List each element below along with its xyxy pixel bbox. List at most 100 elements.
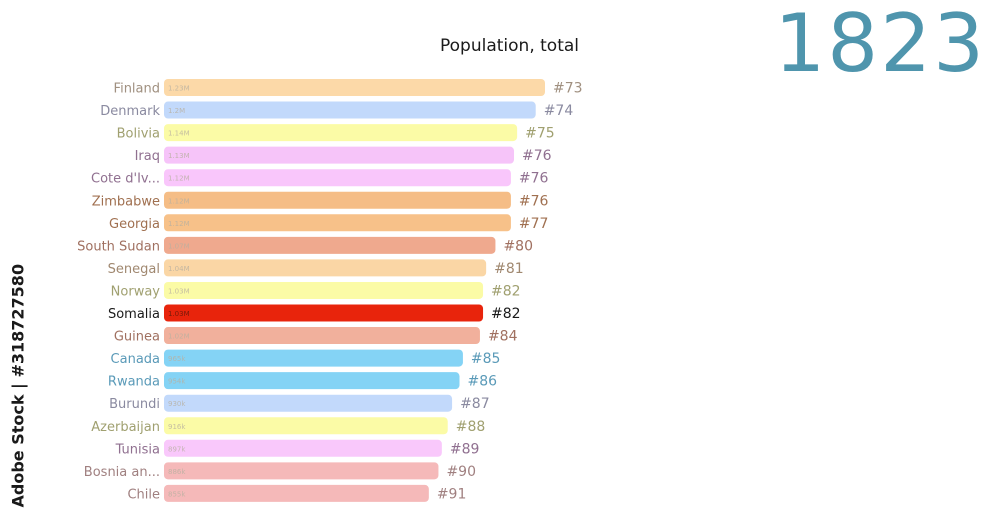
rank-label: #82	[491, 283, 521, 299]
bar	[164, 214, 511, 232]
bar-group: Norway 1.03M #82	[111, 281, 521, 299]
rank-label: #75	[525, 126, 555, 142]
value-label: 916k	[168, 423, 186, 431]
rank-label: #73	[553, 81, 583, 97]
category-label: Zimbabwe	[92, 194, 160, 209]
category-label: Burundi	[109, 397, 160, 412]
category-label: Georgia	[109, 217, 160, 232]
category-label: Cote d'Iv...	[91, 172, 160, 187]
category-label: Norway	[111, 284, 161, 299]
bar-group: Burundi 930k #87	[109, 394, 490, 412]
bar-group: Guinea 1.02M #84	[114, 327, 518, 345]
bar-group: Chile 855k #91	[127, 484, 467, 502]
value-label: 954k	[168, 378, 186, 386]
bar	[164, 327, 480, 345]
bar-group: Bosnia an... 886k #90	[84, 462, 476, 480]
category-label: Bolivia	[117, 127, 160, 142]
category-label: Bosnia an...	[84, 465, 160, 480]
bar	[164, 124, 518, 142]
category-label: Denmark	[100, 104, 160, 119]
category-label: Senegal	[108, 262, 160, 277]
value-label: 965k	[168, 355, 186, 363]
category-label: Azerbaijan	[91, 420, 160, 435]
rank-label: #82	[491, 306, 521, 322]
rank-label: #76	[519, 171, 549, 187]
bar	[164, 79, 545, 96]
category-label: Tunisia	[115, 442, 160, 457]
value-label: 886k	[168, 468, 186, 476]
value-label: 1.12M	[168, 220, 190, 228]
bar	[164, 236, 496, 254]
watermark-text: Adobe Stock | #318727580	[8, 263, 28, 508]
bar-group: South Sudan 1.07M #80	[77, 236, 533, 254]
value-label: 1.13M	[168, 152, 190, 160]
value-label: 1.12M	[168, 197, 190, 205]
bar-group: Cote d'Iv... 1.12M #76	[91, 169, 549, 187]
value-label: 1.02M	[168, 333, 190, 341]
category-label: Somalia	[108, 307, 160, 322]
value-label: 1.04M	[168, 265, 190, 273]
value-label: 1.14M	[168, 130, 190, 138]
bar	[164, 281, 484, 299]
value-label: 1.23M	[168, 85, 190, 93]
bar-group: Tunisia 897k #89	[115, 439, 480, 457]
bar-group: Senegal 1.04M #81	[108, 259, 524, 277]
bar-group: Zimbabwe 1.12M #76	[92, 191, 549, 209]
category-label: Iraq	[135, 149, 160, 164]
value-label: 1.07M	[168, 242, 190, 250]
category-label: Finland	[114, 82, 160, 97]
rank-label: #76	[522, 148, 552, 164]
bar	[164, 259, 487, 277]
bar	[164, 349, 463, 367]
category-label: South Sudan	[77, 239, 160, 254]
bar	[164, 169, 511, 187]
rank-label: #77	[519, 216, 549, 232]
value-label: 1.2M	[168, 107, 185, 115]
rank-label: #84	[488, 329, 518, 345]
bar	[164, 372, 460, 390]
bar	[164, 439, 442, 457]
stock-watermark: Adobe Stock | #318727580	[4, 264, 32, 512]
bar-group: Rwanda 954k #86	[108, 372, 497, 390]
rank-label: #81	[494, 261, 524, 277]
value-label: 1.03M	[168, 287, 190, 295]
rank-label: #76	[519, 193, 549, 209]
rank-label: #87	[460, 396, 490, 412]
category-label: Canada	[111, 352, 160, 367]
bar-group: Azerbaijan 916k #88	[91, 417, 485, 435]
chart-title: Population, total	[440, 36, 579, 56]
bar	[164, 304, 484, 322]
category-label: Rwanda	[108, 375, 160, 390]
year-counter: 1823	[774, 0, 986, 90]
bar-group: Somalia 1.03M #82	[108, 304, 521, 322]
rank-label: #86	[468, 374, 498, 390]
bar-group: Denmark 1.2M #74	[100, 101, 574, 119]
bar	[164, 191, 511, 209]
bar	[164, 484, 429, 502]
bar	[164, 394, 453, 412]
rank-label: #90	[446, 464, 476, 480]
value-label: 930k	[168, 400, 186, 408]
bar-group: Bolivia 1.14M #75	[117, 124, 555, 142]
rank-label: #85	[471, 351, 501, 367]
bar-group: Georgia 1.12M #77	[109, 214, 548, 232]
rank-label: #80	[503, 238, 533, 254]
bar	[164, 417, 448, 435]
bar	[164, 101, 536, 119]
value-label: 897k	[168, 445, 186, 453]
rank-label: #91	[437, 486, 467, 502]
bar-group: Iraq 1.13M #76	[135, 146, 552, 164]
bar-group: Finland 1.23M #73	[114, 79, 583, 97]
value-label: 855k	[168, 490, 186, 498]
bar	[164, 462, 439, 480]
bar	[164, 146, 515, 164]
rank-label: #89	[450, 441, 480, 457]
rank-label: #74	[544, 103, 574, 119]
category-label: Guinea	[114, 330, 160, 345]
value-label: 1.03M	[168, 310, 190, 318]
bar-group: Canada 965k #85	[111, 349, 501, 367]
rank-label: #88	[456, 419, 486, 435]
value-label: 1.12M	[168, 175, 190, 183]
